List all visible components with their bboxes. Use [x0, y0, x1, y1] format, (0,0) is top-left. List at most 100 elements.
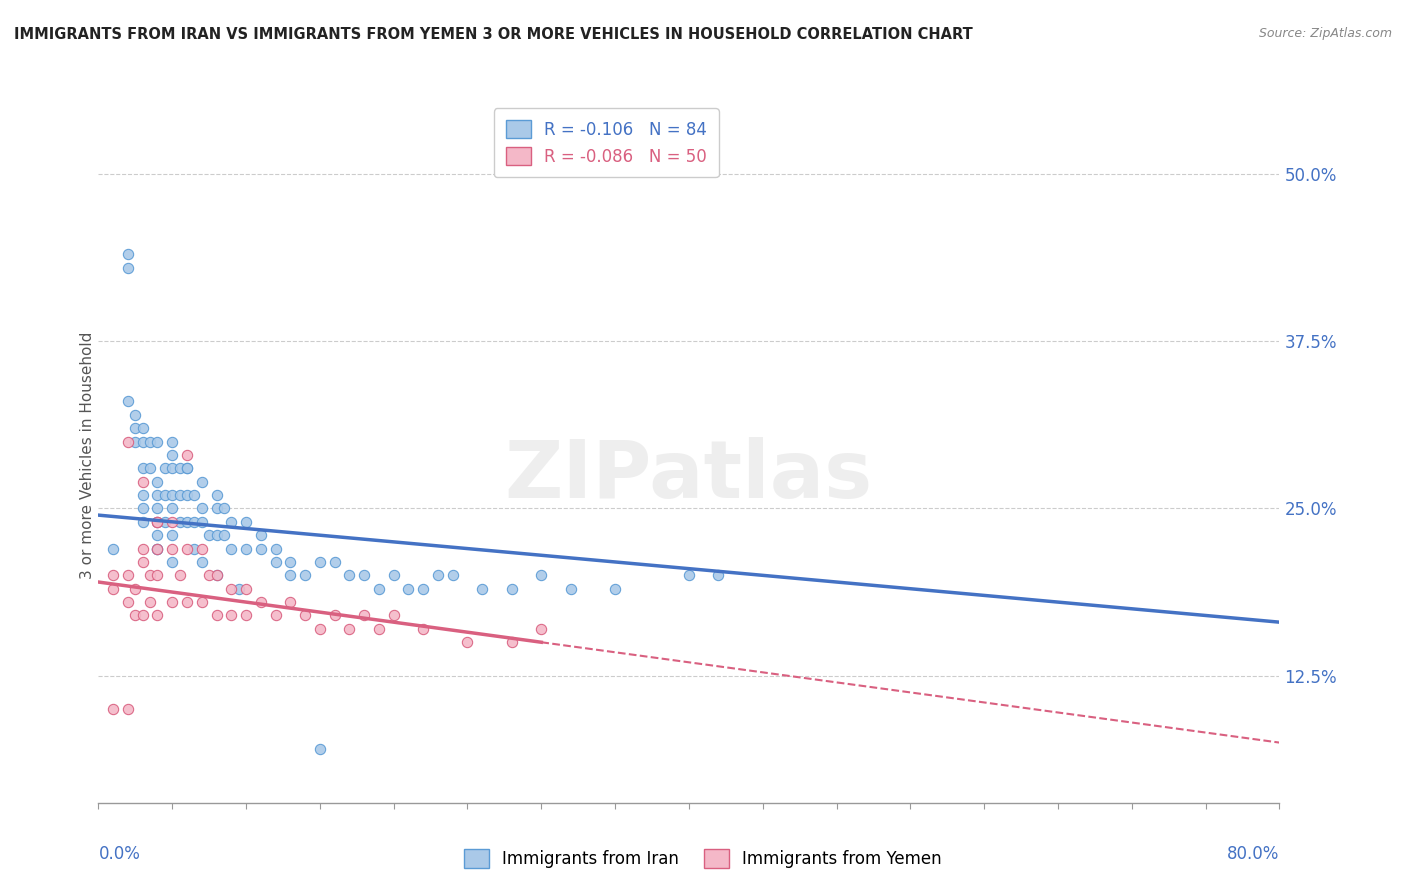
Point [205, 488, 228, 502]
Point [250, 541, 273, 556]
Point [139, 434, 162, 449]
Point [132, 608, 155, 623]
Y-axis label: 3 or more Vehicles in Household: 3 or more Vehicles in Household [80, 331, 94, 579]
Point [264, 608, 287, 623]
Point [139, 461, 162, 475]
Point [146, 541, 169, 556]
Point [132, 515, 155, 529]
Point [124, 582, 146, 596]
Point [132, 475, 155, 489]
Point [219, 582, 242, 596]
Point [205, 608, 228, 623]
Point [162, 448, 183, 462]
Point [707, 568, 730, 582]
Point [169, 488, 191, 502]
Point [183, 541, 205, 556]
Point [323, 608, 346, 623]
Point [219, 515, 242, 529]
Point [396, 582, 419, 596]
Point [530, 568, 553, 582]
Text: IMMIGRANTS FROM IRAN VS IMMIGRANTS FROM YEMEN 3 OR MORE VEHICLES IN HOUSEHOLD CO: IMMIGRANTS FROM IRAN VS IMMIGRANTS FROM … [14, 27, 973, 42]
Point [412, 622, 434, 636]
Point [235, 541, 257, 556]
Point [183, 488, 205, 502]
Point [124, 434, 146, 449]
Point [412, 582, 434, 596]
Point [162, 528, 183, 542]
Point [264, 541, 287, 556]
Point [205, 568, 228, 582]
Point [153, 515, 176, 529]
Point [456, 635, 478, 649]
Point [132, 541, 155, 556]
Point [139, 568, 162, 582]
Point [103, 702, 125, 716]
Legend: Immigrants from Iran, Immigrants from Yemen: Immigrants from Iran, Immigrants from Ye… [457, 843, 949, 875]
Point [501, 635, 523, 649]
Point [530, 622, 553, 636]
Text: 80.0%: 80.0% [1227, 845, 1279, 863]
Point [176, 595, 198, 609]
Point [162, 595, 183, 609]
Point [191, 515, 214, 529]
Point [169, 461, 191, 475]
Point [219, 608, 242, 623]
Point [146, 501, 169, 516]
Point [117, 394, 139, 409]
Point [382, 608, 405, 623]
Point [228, 582, 250, 596]
Point [132, 434, 155, 449]
Legend: R = -0.106   N = 84, R = -0.086   N = 50: R = -0.106 N = 84, R = -0.086 N = 50 [494, 109, 718, 178]
Text: 0.0%: 0.0% [98, 845, 141, 863]
Point [117, 247, 139, 261]
Point [132, 488, 155, 502]
Point [162, 515, 183, 529]
Point [176, 541, 198, 556]
Point [235, 608, 257, 623]
Point [162, 501, 183, 516]
Point [368, 582, 391, 596]
Point [124, 421, 146, 435]
Point [427, 568, 450, 582]
Point [176, 461, 198, 475]
Point [278, 595, 302, 609]
Point [117, 595, 139, 609]
Point [176, 515, 198, 529]
Point [353, 568, 375, 582]
Point [198, 568, 221, 582]
Point [605, 582, 627, 596]
Point [294, 568, 316, 582]
Point [441, 568, 464, 582]
Point [103, 582, 125, 596]
Point [212, 528, 235, 542]
Point [117, 568, 139, 582]
Point [103, 541, 125, 556]
Point [162, 461, 183, 475]
Point [146, 568, 169, 582]
Point [339, 568, 360, 582]
Point [382, 568, 405, 582]
Point [146, 608, 169, 623]
Point [353, 608, 375, 623]
Point [132, 421, 155, 435]
Point [205, 501, 228, 516]
Point [169, 515, 191, 529]
Point [132, 555, 155, 569]
Point [162, 488, 183, 502]
Point [191, 595, 214, 609]
Point [117, 260, 139, 275]
Point [309, 742, 332, 756]
Point [205, 528, 228, 542]
Point [139, 595, 162, 609]
Point [309, 555, 332, 569]
Point [146, 515, 169, 529]
Point [323, 555, 346, 569]
Point [235, 515, 257, 529]
Point [132, 461, 155, 475]
Point [153, 461, 176, 475]
Point [264, 555, 287, 569]
Point [146, 515, 169, 529]
Point [124, 408, 146, 422]
Point [103, 568, 125, 582]
Point [219, 541, 242, 556]
